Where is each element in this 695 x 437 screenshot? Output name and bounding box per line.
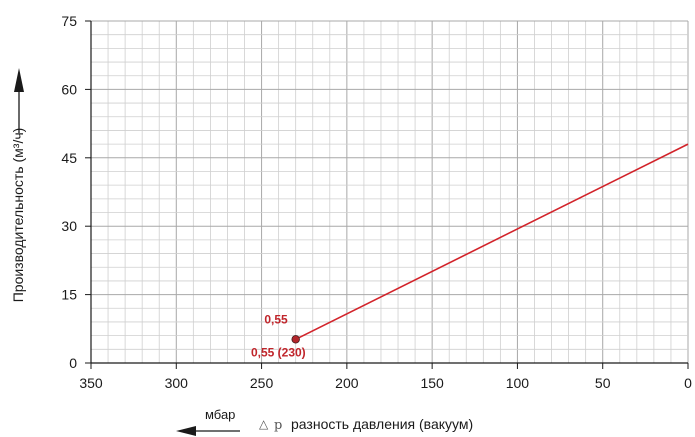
x-tick-label: 250	[250, 375, 274, 391]
series-layer	[291, 143, 689, 344]
delta-icon: △	[259, 417, 269, 431]
x-axis-title: разность давления (вакуум)	[291, 416, 473, 432]
x-axis-arrow-icon	[176, 426, 240, 436]
y-tick-label: 0	[69, 355, 77, 371]
y-axis-title: Производительность (м³/ч)	[10, 128, 26, 303]
grid	[90, 20, 689, 364]
annotation-label-point: 0,55 (230)	[251, 345, 306, 359]
y-tick-label: 60	[61, 81, 77, 97]
tick-labels: 350 300 250 200 150 100 50 0 0 15 30 45 60 75	[61, 13, 692, 391]
y-tick-label: 15	[61, 287, 77, 303]
x-axis-unit: мбар	[205, 407, 235, 422]
x-tick-label: 100	[506, 375, 530, 391]
x-tick-label: 50	[595, 375, 611, 391]
axes	[90, 21, 688, 364]
x-tick-label: 0	[684, 375, 692, 391]
annotations: 0,55 0,55 (230)	[251, 312, 306, 359]
x-tick-label: 150	[420, 375, 444, 391]
y-tick-label: 75	[61, 13, 77, 29]
x-tick-label: 300	[165, 375, 189, 391]
y-axis-arrow-icon	[14, 68, 24, 133]
x-axis-variable: p	[274, 418, 282, 433]
x-tick-label: 350	[79, 375, 103, 391]
annotation-label: 0,55	[264, 312, 288, 326]
start-point-marker	[291, 335, 300, 344]
y-tick-label: 45	[61, 150, 77, 166]
series-line	[295, 143, 689, 341]
x-tick-label: 200	[335, 375, 359, 391]
y-tick-label: 30	[61, 218, 77, 234]
